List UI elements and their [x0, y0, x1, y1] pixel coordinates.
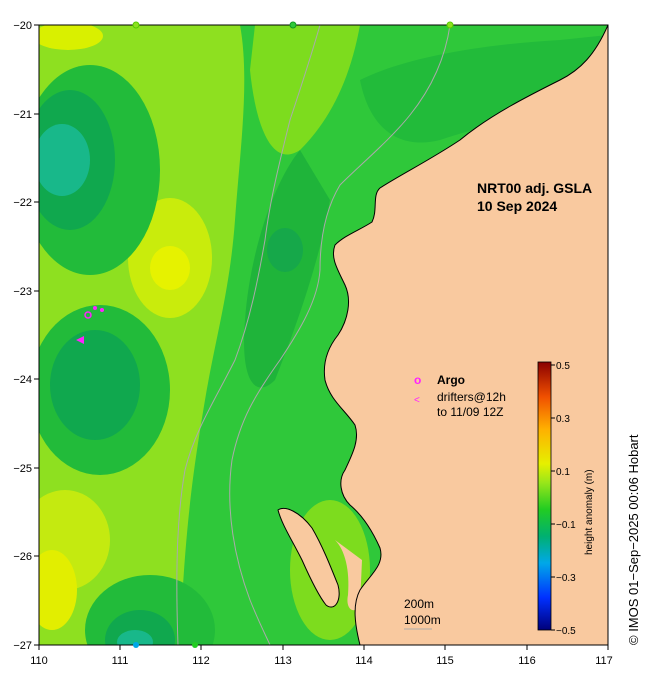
colorbar-title: height anomaly (m)	[584, 469, 595, 555]
australia-landmass	[278, 25, 608, 645]
y-tick-label: −20	[13, 20, 32, 32]
y-tick-label: −21	[13, 109, 32, 121]
colorbar-tick-label: −0.5	[556, 626, 576, 637]
drifter-legend-label: drifters@12h	[437, 390, 506, 404]
x-tick-label: 110	[30, 655, 48, 667]
plot-frame	[38, 24, 609, 646]
x-tick-label: 117	[595, 655, 613, 667]
map-product-title: NRT00 adj. GSLA	[477, 180, 592, 196]
isobath-label-1000m: 1000m	[404, 613, 441, 627]
y-tick-label: −23	[13, 286, 32, 298]
colorbar-tick-label: 0.1	[556, 467, 570, 478]
drifter-marker	[76, 336, 84, 344]
argo-legend-label: Argo	[437, 373, 465, 387]
imos-credit: © IMOS 01−Sep−2025 00:06 Hobart	[626, 434, 641, 645]
x-tick-label: 113	[274, 655, 292, 667]
x-tick-label: 111	[112, 655, 129, 667]
surface-obs-marker	[192, 642, 198, 648]
surface-obs-marker	[446, 21, 454, 29]
y-tick-label: −27	[13, 640, 32, 652]
x-tick-label: 112	[192, 655, 210, 667]
colorbar-tick-label: −0.1	[556, 520, 576, 531]
x-axis: 110 111 112 113 114 115 116 117	[30, 645, 613, 667]
surface-obs-marker	[289, 21, 297, 29]
colorbar-tick-label: −0.3	[556, 573, 576, 584]
isobath-lines	[176, 25, 451, 645]
drifter-legend-symbol: <	[414, 395, 420, 406]
drifter-markers	[76, 21, 454, 648]
argo-float-marker	[84, 311, 92, 319]
y-tick-label: −22	[13, 197, 32, 209]
drifter-marker	[100, 308, 104, 312]
drifter-marker	[93, 306, 97, 310]
y-tick-label: −26	[13, 551, 32, 563]
y-tick-label: −25	[13, 463, 32, 475]
map-date-title: 10 Sep 2024	[477, 198, 557, 214]
coastline	[277, 25, 608, 645]
colorbar-tick-label: 0.3	[556, 414, 570, 425]
surface-obs-marker	[132, 21, 140, 29]
y-axis: −20 −21 −22 −23 −24 −25 −26 −27	[13, 20, 39, 652]
x-tick-label: 116	[518, 655, 536, 667]
isobath-label-200m: 200m	[404, 597, 434, 611]
colorbar-tick-label: 0.5	[556, 361, 570, 372]
colorbar-gradient	[537, 361, 552, 631]
surface-obs-marker	[133, 642, 139, 648]
argo-legend-symbol: o	[414, 373, 421, 387]
observation-legend: o Argo < drifters@12h to 11/09 12Z	[414, 373, 506, 419]
x-tick-label: 114	[355, 655, 373, 667]
x-tick-label: 115	[436, 655, 454, 667]
y-tick-label: −24	[13, 374, 32, 386]
colorbar: 0.5 0.3 0.1 −0.1 −0.3 −0.5 height anomal…	[537, 361, 595, 637]
drifter-legend-period: to 11/09 12Z	[437, 405, 504, 419]
